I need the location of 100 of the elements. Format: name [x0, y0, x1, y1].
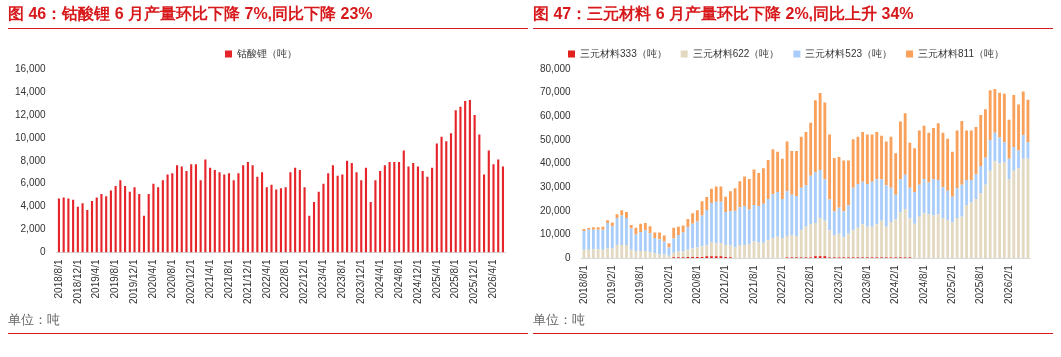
bar [913, 148, 917, 192]
bar [591, 227, 595, 230]
bar [936, 123, 940, 181]
bar [393, 161, 396, 253]
bar [799, 136, 803, 188]
bar [606, 223, 609, 249]
x-tick-label: 2021/4/1 [203, 259, 215, 299]
bar [388, 161, 391, 253]
bar [993, 161, 997, 259]
bar [884, 141, 888, 186]
bar [407, 166, 410, 253]
bar [416, 166, 419, 253]
bar [587, 229, 591, 250]
x-tick-label: 2019/8/1 [634, 264, 646, 305]
bar [251, 165, 254, 253]
bar [1002, 162, 1006, 259]
text: 单位：吨 [533, 312, 585, 327]
x-tick-label: 2025/2/1 [946, 264, 958, 305]
y-tick-label: 2,000 [20, 223, 47, 235]
bar [809, 175, 813, 225]
x-tick-label: 2019/8/1 [109, 259, 121, 299]
bar [861, 224, 865, 258]
bar [913, 191, 917, 224]
bar [445, 141, 448, 253]
bar [724, 196, 728, 212]
bar [984, 157, 987, 185]
bar [795, 195, 798, 237]
bar [1017, 150, 1020, 169]
x-tick-label: 2020/2/1 [662, 264, 674, 305]
bar [161, 180, 164, 253]
bar [379, 171, 382, 253]
bar [733, 247, 737, 259]
bar [625, 217, 628, 246]
bar [138, 194, 141, 253]
bar [691, 248, 695, 257]
bar [620, 245, 624, 259]
bar [969, 130, 973, 181]
bar [790, 194, 794, 235]
bar [728, 211, 732, 246]
bar [818, 218, 822, 257]
bar [913, 223, 917, 259]
y-tick-label: 30,000 [539, 180, 572, 192]
bar [851, 139, 855, 188]
bar [397, 161, 401, 253]
bar [658, 254, 661, 259]
bar [714, 201, 718, 244]
bar [828, 230, 831, 258]
bar [799, 187, 803, 231]
bar [738, 207, 742, 246]
bar [653, 232, 657, 238]
x-tick-label: 2024/8/1 [392, 259, 404, 299]
bar [109, 190, 112, 253]
bar [856, 227, 860, 258]
bar [771, 194, 775, 238]
bar [847, 205, 850, 234]
bar [762, 242, 765, 259]
bar [658, 232, 661, 240]
y-tick-label: 8,000 [20, 154, 47, 166]
bar [894, 219, 898, 258]
bar [100, 194, 103, 253]
bar [899, 212, 902, 258]
bar [190, 164, 193, 253]
x-tick-label: 2023/8/1 [336, 259, 348, 299]
bar [119, 180, 122, 253]
bar [147, 194, 150, 253]
bar [57, 198, 61, 253]
bar [62, 197, 65, 253]
bar [728, 191, 732, 212]
bar [965, 204, 968, 259]
x-tick-label: 2020/4/1 [147, 259, 159, 299]
bar [606, 248, 609, 259]
bar [936, 214, 940, 259]
bar [880, 179, 883, 221]
bar [629, 249, 633, 259]
bar [960, 216, 964, 259]
bar [213, 169, 216, 253]
bar [847, 160, 850, 206]
bar [809, 122, 813, 176]
bar [790, 234, 794, 258]
bar [336, 175, 339, 253]
bar [114, 185, 117, 253]
y-tick-label: 40,000 [539, 157, 572, 169]
bar [955, 217, 959, 259]
bar [757, 206, 761, 243]
bar [766, 198, 770, 241]
bar [677, 234, 680, 252]
bar [842, 237, 846, 258]
bar [724, 211, 728, 246]
y-tick-label: 0 [565, 251, 572, 263]
bar [662, 254, 666, 259]
bar [710, 203, 713, 242]
bar [1012, 170, 1016, 259]
bar [884, 226, 888, 258]
bar [950, 151, 954, 197]
bar [421, 171, 424, 253]
bar [917, 216, 921, 259]
x-tick-label: 2021/8/1 [747, 264, 759, 305]
bar [960, 121, 964, 185]
bar [927, 132, 931, 183]
bar [813, 172, 817, 224]
